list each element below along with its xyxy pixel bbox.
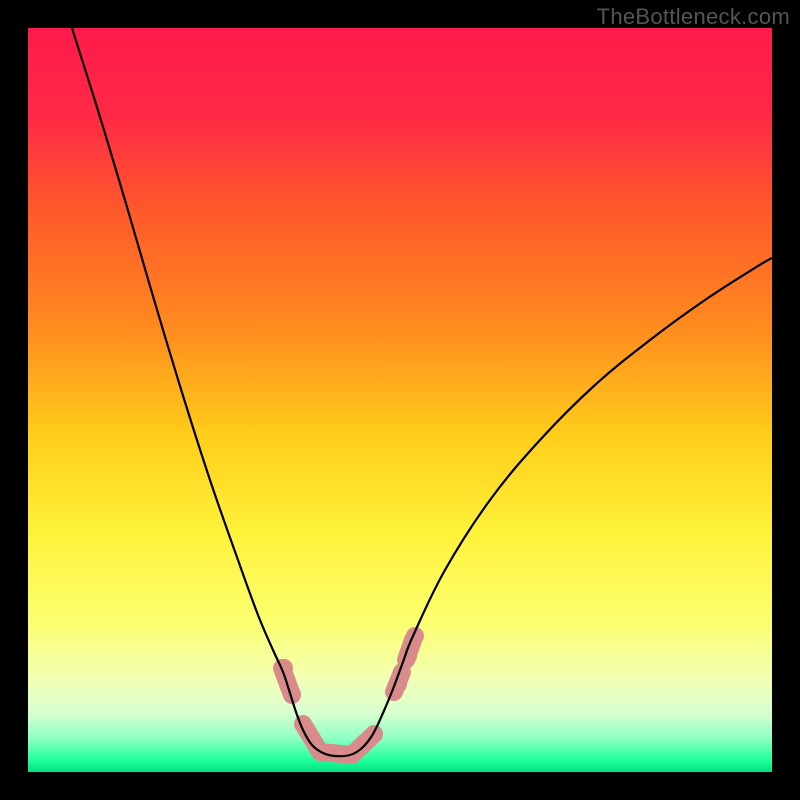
chart-frame: TheBottleneck.com [0,0,800,800]
bottleneck-chart-svg [0,0,800,800]
watermark-text: TheBottleneck.com [597,4,790,30]
